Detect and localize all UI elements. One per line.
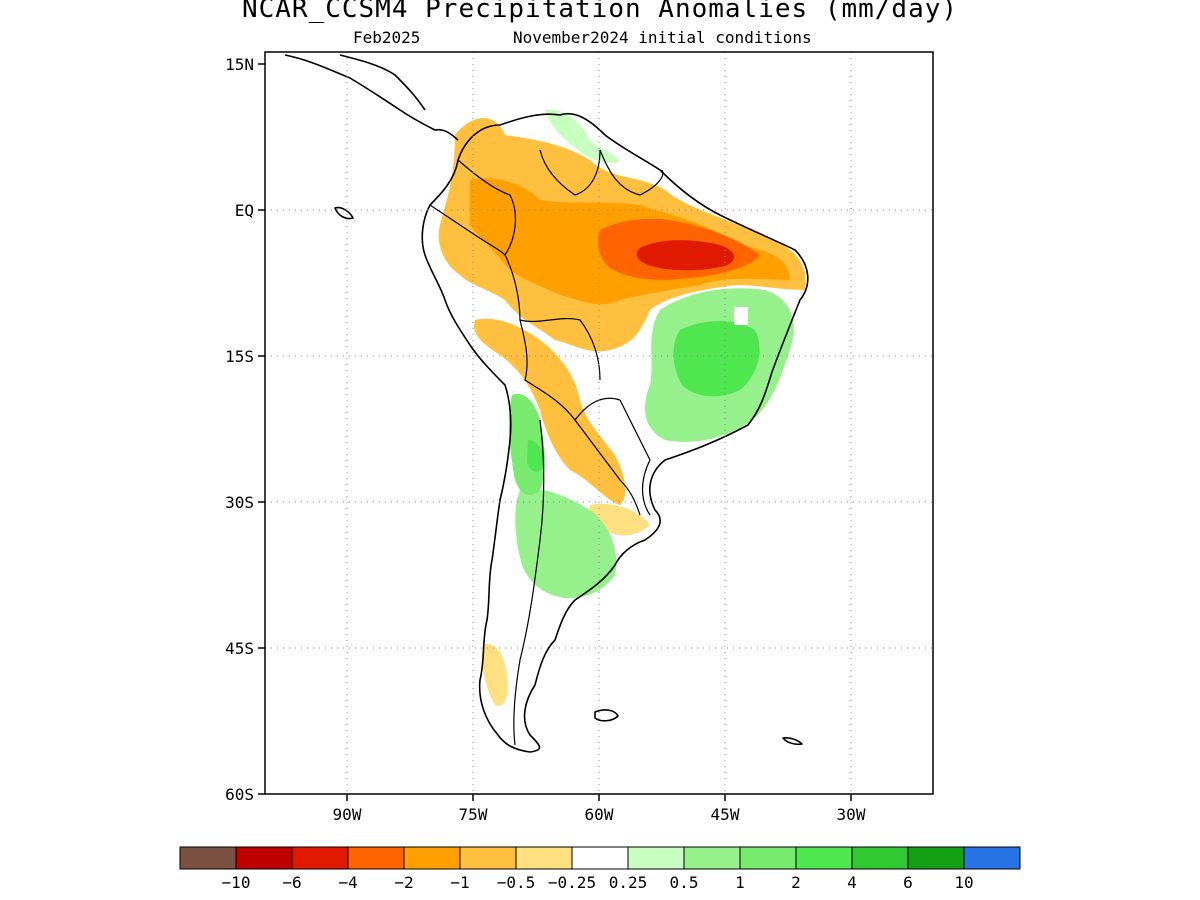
- missing-data-cell: [734, 307, 748, 325]
- colorbar-label: −4: [338, 873, 357, 892]
- axis-ticks: [258, 63, 852, 801]
- colorbar-swatch: [795, 846, 853, 870]
- lat-label-45s: 45S: [225, 639, 254, 658]
- colorbar-label: 2: [791, 873, 801, 892]
- colorbar-swatch: [179, 846, 237, 870]
- dry-anomaly-patagonia: [482, 644, 508, 706]
- central-america-north-coast: [339, 54, 426, 111]
- lat-label-60s: 60S: [225, 785, 254, 804]
- south-america-coastline: [421, 113, 809, 753]
- colorbar-label: 1: [735, 873, 745, 892]
- colorbar-label: 0.5: [670, 873, 699, 892]
- galapagos: [334, 206, 354, 220]
- colorbar-label: 6: [903, 873, 913, 892]
- colorbar-swatch: [907, 846, 965, 870]
- colorbar-swatch: [459, 846, 517, 870]
- colorbar: [179, 846, 1021, 870]
- colorbar-label: −1: [450, 873, 469, 892]
- lon-label-60w: 60W: [585, 805, 614, 824]
- colorbar-label: 10: [954, 873, 973, 892]
- initial-conditions-label: November2024 initial conditions: [513, 28, 812, 47]
- colorbar-swatch: [291, 846, 349, 870]
- lon-label-45w: 45W: [711, 805, 740, 824]
- colorbar-label: −6: [282, 873, 301, 892]
- wet-anomaly-andes: [508, 393, 545, 495]
- map-title: NCAR_CCSM4 Precipitation Anomalies (mm/d…: [241, 0, 959, 24]
- dry-anomaly-central: [474, 318, 626, 505]
- wet-anomaly-northwest: [545, 109, 620, 163]
- lon-label-30w: 30W: [837, 805, 866, 824]
- colorbar-swatch: [571, 846, 629, 870]
- colorbar-swatch: [627, 846, 685, 870]
- colorbar-swatch: [739, 846, 797, 870]
- dry-anomaly-peak: [636, 240, 735, 271]
- precipitation-anomaly-fields: [438, 109, 806, 706]
- south-georgia: [782, 737, 803, 746]
- lat-label-30s: 30S: [225, 493, 254, 512]
- colorbar-label: −0.25: [548, 873, 596, 892]
- falkland-islands: [594, 709, 619, 722]
- colorbar-swatch: [963, 846, 1021, 870]
- colorbar-swatch: [683, 846, 741, 870]
- wet-anomaly-brazil-core: [673, 321, 760, 397]
- lat-label-eq: EQ: [235, 201, 254, 220]
- lat-label-15s: 15S: [225, 347, 254, 366]
- wet-anomaly-south: [515, 488, 617, 599]
- colorbar-label: −10: [222, 873, 251, 892]
- colorbar-swatch: [235, 846, 293, 870]
- wet-anomaly-andes-core: [527, 440, 545, 472]
- coastlines: [284, 54, 809, 753]
- colorbar-label: −0.5: [497, 873, 536, 892]
- central-america-coastline: [284, 54, 459, 141]
- longitude-labels: 90W 75W 60W 45W 30W: [333, 805, 866, 824]
- forecast-month-label: Feb2025: [353, 28, 421, 47]
- colorbar-swatch: [347, 846, 405, 870]
- colorbar-labels: −10 −6 −4 −2 −1 −0.5 −0.25 0.25 0.5 1 2 4 6 10: [222, 873, 974, 892]
- graticule: [265, 52, 933, 794]
- colorbar-label: 4: [847, 873, 857, 892]
- latitude-labels: 15N EQ 15S 30S 45S 60S: [225, 55, 254, 804]
- colorbar-label: 0.25: [609, 873, 648, 892]
- lon-label-75w: 75W: [459, 805, 488, 824]
- colorbar-swatch: [403, 846, 461, 870]
- lat-label-15n: 15N: [225, 55, 254, 74]
- lon-label-90w: 90W: [333, 805, 362, 824]
- colorbar-swatch: [515, 846, 573, 870]
- colorbar-label: −2: [394, 873, 413, 892]
- country-borders: [429, 149, 664, 746]
- colorbar-swatch: [851, 846, 909, 870]
